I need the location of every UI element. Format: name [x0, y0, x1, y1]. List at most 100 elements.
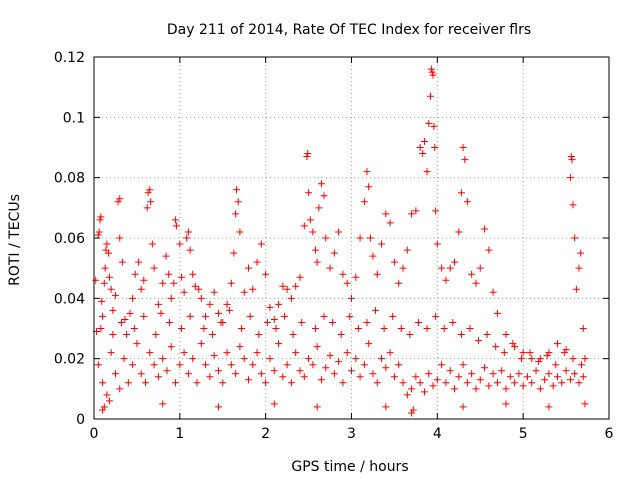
- data-point: [111, 291, 119, 299]
- data-point: [360, 198, 368, 206]
- data-point: [137, 370, 145, 378]
- data-point: [408, 210, 416, 218]
- data-point: [365, 340, 373, 348]
- data-point: [275, 300, 283, 308]
- data-point: [152, 331, 160, 339]
- data-point: [369, 370, 377, 378]
- data-point: [432, 207, 440, 215]
- data-point: [408, 385, 416, 393]
- data-point: [348, 294, 355, 302]
- data-point: [279, 373, 287, 381]
- data-point: [262, 379, 270, 387]
- data-point: [536, 355, 544, 363]
- data-point: [184, 370, 192, 378]
- data-point: [472, 279, 480, 287]
- data-point: [390, 373, 398, 381]
- data-point: [275, 340, 283, 348]
- data-point: [403, 391, 411, 399]
- data-point: [150, 264, 158, 272]
- data-point: [116, 195, 124, 203]
- data-point: [111, 370, 119, 378]
- data-point: [406, 331, 414, 339]
- x-tick-label: 0: [90, 426, 99, 442]
- data-point: [298, 318, 306, 326]
- data-point: [354, 325, 362, 332]
- data-point: [517, 355, 525, 363]
- data-point: [100, 403, 108, 411]
- data-point: [502, 331, 510, 339]
- x-axis-label: GPS time / hours: [291, 459, 408, 475]
- data-point: [466, 325, 474, 332]
- data-point: [232, 210, 240, 218]
- data-point: [95, 228, 103, 236]
- data-point: [320, 192, 328, 200]
- data-point: [459, 361, 467, 369]
- data-point: [569, 201, 577, 209]
- data-point: [489, 288, 497, 296]
- data-point: [581, 400, 589, 408]
- data-point: [571, 234, 579, 242]
- data-point: [337, 331, 345, 339]
- data-point: [493, 379, 501, 387]
- data-point: [172, 379, 180, 387]
- data-point: [528, 379, 536, 387]
- data-point: [191, 282, 199, 290]
- data-point: [343, 279, 351, 287]
- data-point: [263, 318, 271, 326]
- data-point: [420, 388, 428, 396]
- data-points: [92, 65, 589, 417]
- data-point: [429, 71, 437, 79]
- data-point: [489, 370, 497, 378]
- data-point: [232, 186, 240, 194]
- y-tick-label: 0.08: [54, 171, 85, 187]
- data-point: [403, 246, 411, 254]
- x-tick-label: 4: [433, 426, 442, 442]
- data-point: [562, 346, 570, 354]
- data-point: [373, 379, 381, 387]
- data-point: [427, 65, 435, 73]
- data-point: [511, 343, 519, 351]
- data-point: [120, 355, 128, 363]
- data-point: [303, 153, 311, 161]
- data-point: [414, 318, 422, 326]
- data-point: [163, 367, 171, 375]
- data-point: [442, 379, 450, 387]
- data-point: [526, 349, 534, 357]
- data-point: [208, 331, 216, 339]
- data-point: [541, 376, 549, 384]
- data-point: [382, 210, 390, 218]
- data-point: [545, 349, 553, 357]
- data-point: [326, 352, 334, 360]
- data-point: [214, 367, 222, 375]
- data-point: [105, 397, 113, 405]
- data-point: [455, 373, 463, 381]
- data-point: [560, 349, 568, 357]
- data-point: [569, 355, 577, 363]
- data-point: [440, 325, 448, 332]
- data-point: [509, 340, 517, 348]
- data-point: [144, 189, 152, 197]
- data-point: [180, 288, 188, 296]
- data-point: [240, 288, 248, 296]
- data-point: [498, 367, 506, 375]
- data-point: [166, 318, 174, 326]
- data-point: [129, 361, 137, 369]
- data-point: [140, 276, 148, 284]
- data-point: [227, 361, 235, 369]
- data-point: [154, 373, 162, 381]
- data-point: [416, 144, 424, 151]
- data-point: [433, 240, 441, 248]
- data-point: [309, 361, 317, 369]
- data-point: [352, 273, 360, 281]
- data-point: [99, 379, 107, 387]
- data-point: [459, 403, 467, 411]
- data-point: [571, 370, 579, 378]
- data-point: [492, 343, 500, 351]
- data-point: [172, 222, 180, 230]
- data-point: [315, 204, 323, 212]
- data-point: [283, 361, 291, 369]
- data-point: [369, 252, 377, 260]
- data-point: [272, 325, 280, 332]
- data-point: [159, 355, 167, 363]
- data-point: [257, 240, 265, 248]
